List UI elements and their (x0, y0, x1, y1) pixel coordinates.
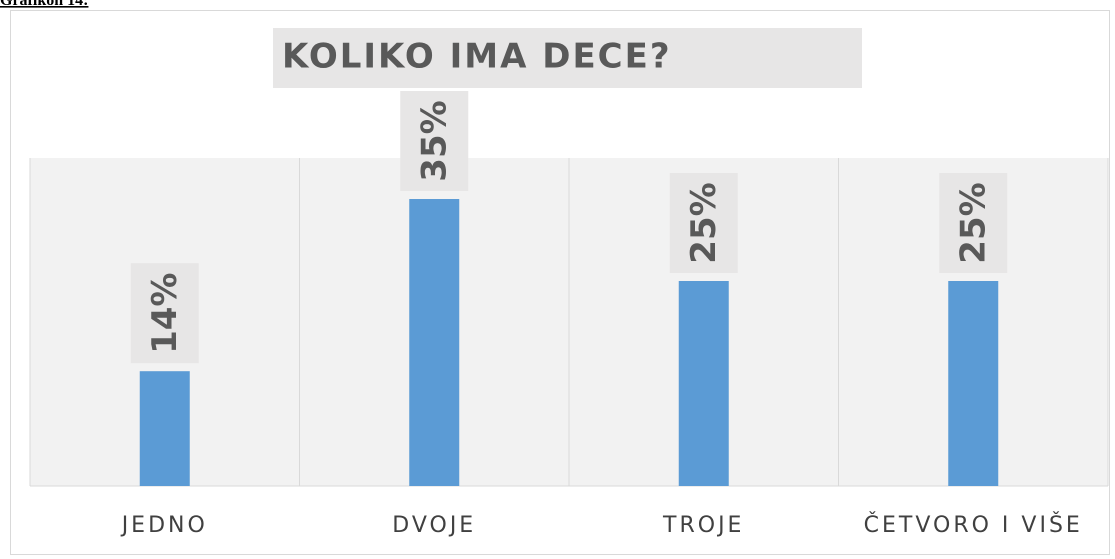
bar (948, 281, 999, 486)
data-label-box (130, 263, 199, 364)
data-label: 35% (414, 100, 454, 181)
caption: Grafikon 14: (0, 0, 88, 9)
data-label-box (939, 173, 1008, 273)
x-tick-label: TROJE (662, 513, 744, 538)
bar (409, 199, 460, 486)
data-label-box (669, 173, 738, 273)
data-label: 25% (953, 182, 993, 263)
data-label: 25% (684, 182, 724, 263)
data-label-box (400, 91, 469, 191)
x-tick-label: DVOJE (392, 513, 476, 538)
bar (678, 281, 729, 486)
bar (139, 371, 190, 486)
x-tick-label: ČETVORO I VIŠE (864, 512, 1083, 538)
chart-title: KOLIKO IMA DECE? (282, 37, 672, 77)
data-label: 14% (145, 273, 185, 354)
x-tick-label: JEDNO (120, 513, 208, 538)
title-box (273, 28, 862, 88)
